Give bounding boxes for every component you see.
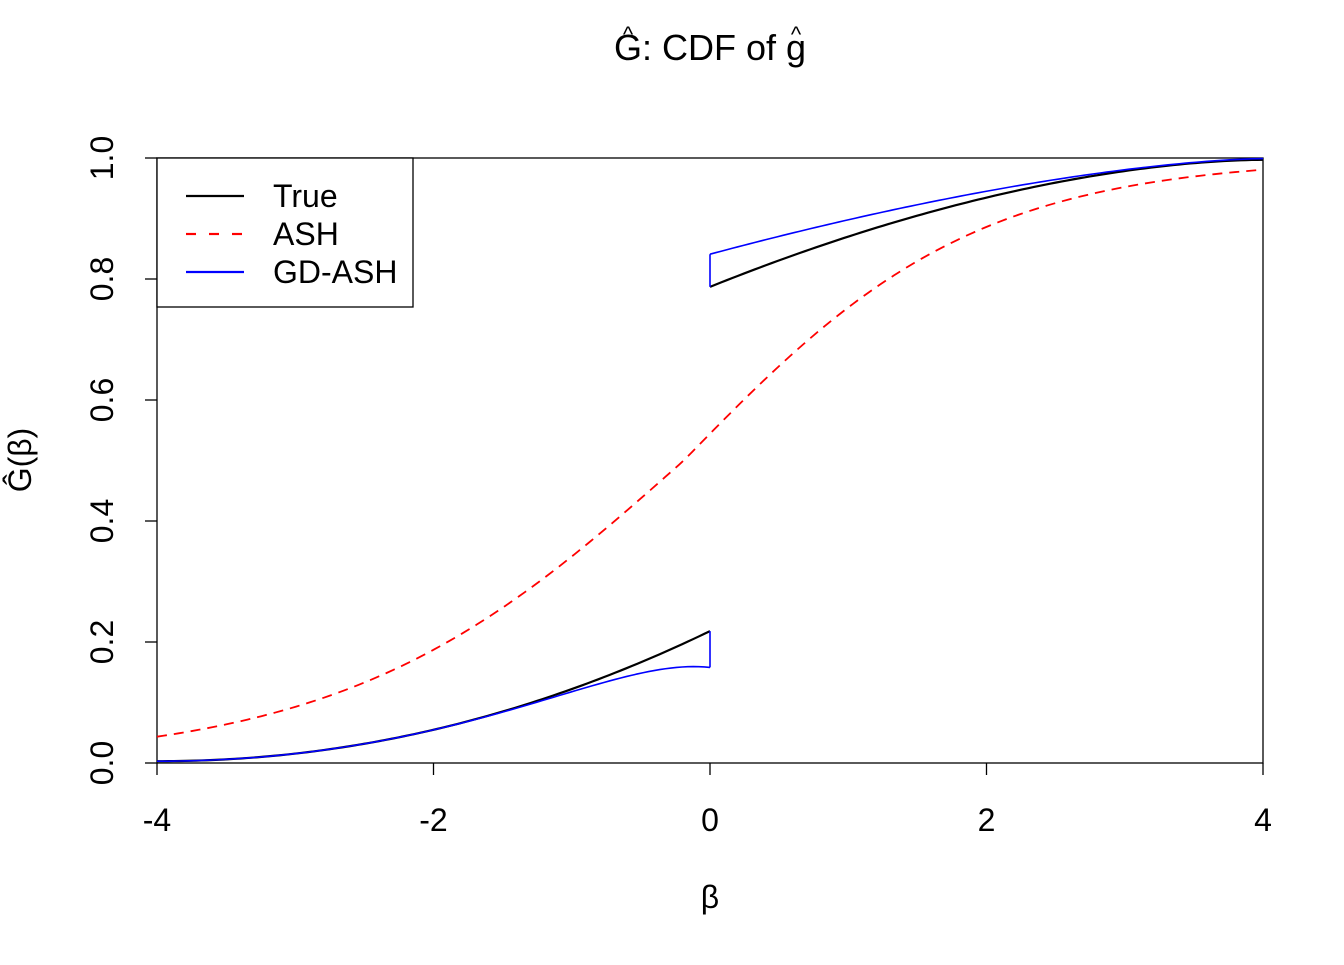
svg-text:0.0: 0.0 — [84, 741, 120, 785]
svg-text:4: 4 — [1254, 802, 1272, 838]
svg-text:0.8: 0.8 — [84, 257, 120, 301]
svg-text:-4: -4 — [143, 802, 171, 838]
svg-text:β: β — [701, 879, 719, 915]
svg-text:0.4: 0.4 — [84, 499, 120, 543]
svg-text:^: ^ — [791, 22, 802, 47]
svg-text:^: ^ — [623, 22, 634, 47]
svg-text:0.2: 0.2 — [84, 620, 120, 664]
svg-text:2: 2 — [978, 802, 996, 838]
svg-text:ASH: ASH — [273, 216, 339, 252]
svg-text:Ĝ(β): Ĝ(β) — [2, 428, 38, 493]
svg-text:0: 0 — [701, 802, 719, 838]
svg-text:1.0: 1.0 — [84, 136, 120, 180]
svg-text:0.6: 0.6 — [84, 378, 120, 422]
svg-text:True: True — [273, 178, 338, 214]
svg-text:GD-ASH: GD-ASH — [273, 254, 397, 290]
svg-text:-2: -2 — [419, 802, 447, 838]
svg-text:G: CDF of g: G: CDF of g — [614, 27, 806, 68]
